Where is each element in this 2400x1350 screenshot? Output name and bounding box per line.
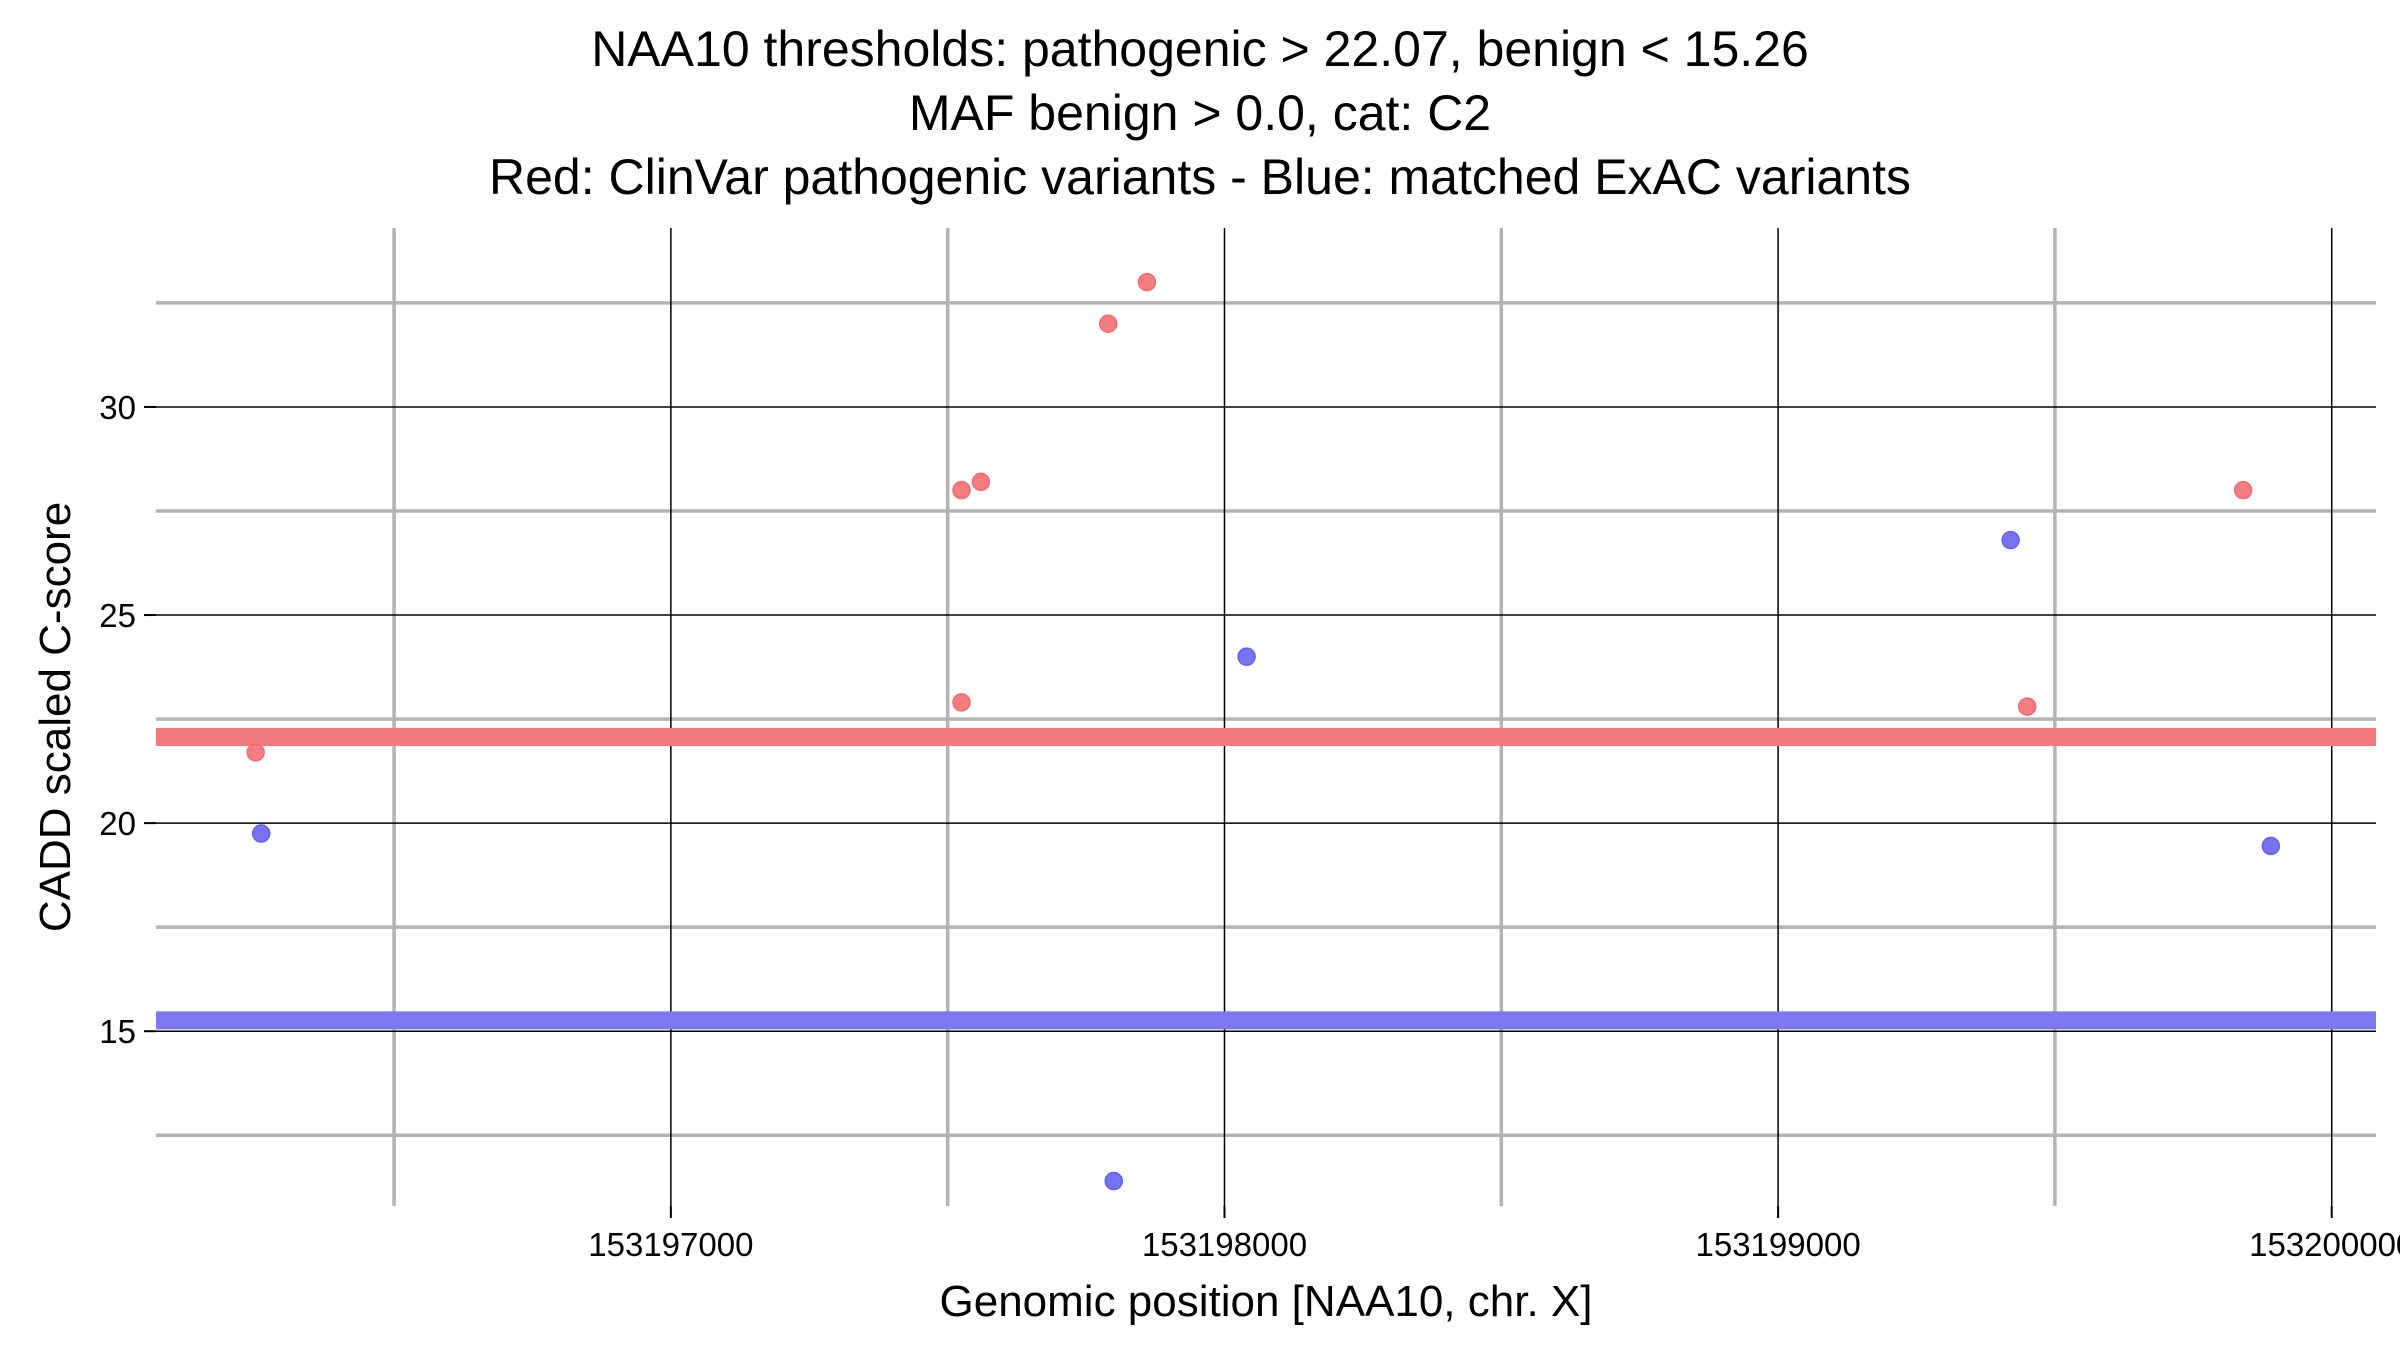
- x-tick-label: 153200000: [2249, 1226, 2400, 1263]
- clinvar-pathogenic-point: [952, 480, 971, 500]
- chart-title: NAA10 thresholds: pathogenic > 22.07, be…: [489, 21, 1911, 205]
- clinvar-pathogenic-point: [971, 472, 991, 492]
- y-tick-label: 30: [99, 389, 136, 426]
- exac-matched-point: [251, 824, 271, 843]
- clinvar-pathogenic-point: [2233, 480, 2253, 500]
- minor-gridlines: [156, 228, 2376, 1206]
- exac-matched-point: [2261, 836, 2281, 856]
- threshold-lines: [156, 727, 2376, 1030]
- chart-title-line: NAA10 thresholds: pathogenic > 22.07, be…: [591, 21, 1809, 77]
- y-tick-label: 20: [99, 805, 136, 842]
- x-tick-label: 153199000: [1696, 1226, 1861, 1263]
- x-axis: 153197000 153198000 153199000 153200000: [588, 1206, 2400, 1263]
- chart-title-line: Red: ClinVar pathogenic variants - Blue:…: [489, 149, 1911, 205]
- exac-matched-point: [1104, 1171, 1124, 1191]
- clinvar-pathogenic-point: [246, 743, 265, 762]
- exac-matched-point: [2001, 530, 2020, 550]
- y-tick-label: 25: [99, 597, 136, 634]
- x-tick-label: 153198000: [1142, 1226, 1307, 1263]
- y-axis-title: CADD scaled C-score: [31, 502, 80, 932]
- y-axis: 15 20 25 30: [99, 389, 156, 1050]
- chart-title-line: MAF benign > 0.0, cat: C2: [909, 85, 1491, 141]
- clinvar-pathogenic-point: [1098, 314, 1118, 333]
- x-tick-label: 153197000: [588, 1226, 753, 1263]
- y-tick-label: 15: [99, 1013, 136, 1050]
- exac-matched-point: [1237, 647, 1256, 666]
- clinvar-pathogenic-point: [2017, 697, 2037, 716]
- x-axis-title: Genomic position [NAA10, chr. X]: [940, 1277, 1593, 1326]
- major-gridlines: [156, 228, 2376, 1206]
- clinvar-pathogenic-point: [952, 693, 971, 712]
- clinvar-pathogenic-point: [1137, 272, 1157, 292]
- data-points: [246, 272, 2281, 1191]
